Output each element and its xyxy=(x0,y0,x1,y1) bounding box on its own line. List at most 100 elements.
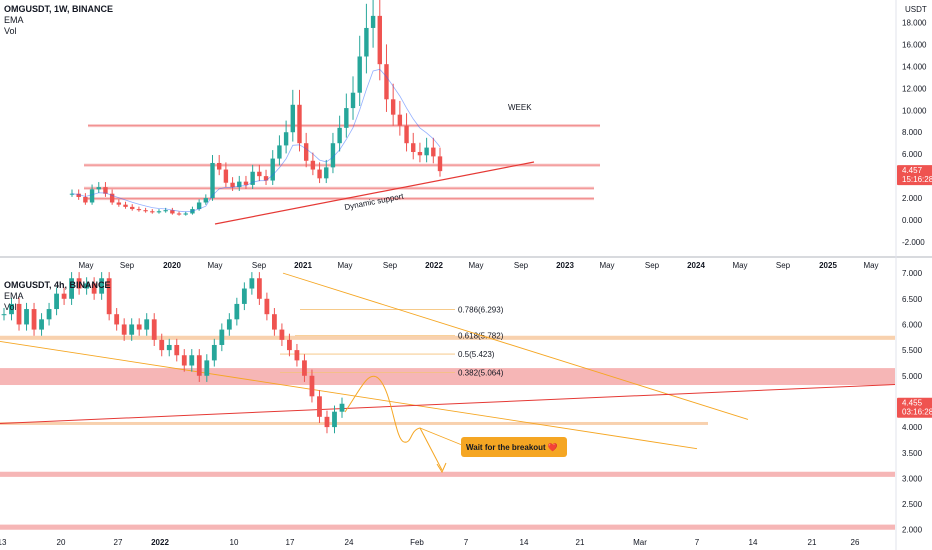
projected-path-arrowhead xyxy=(436,462,447,474)
top-x-tick-label: Sep xyxy=(120,261,135,270)
top-candle-body xyxy=(411,143,416,152)
top-y-tick-label: 8.000 xyxy=(902,128,923,137)
top-candle-body xyxy=(263,176,269,181)
bottom-y-tick-label: 3.500 xyxy=(902,449,923,458)
callout-pointer xyxy=(419,427,463,446)
bottom-y-tick-label: 3.000 xyxy=(902,474,923,483)
top-y-tick-label: 12.000 xyxy=(902,84,927,93)
bottom-candle-body xyxy=(234,303,240,320)
bottom-candle-body xyxy=(144,319,150,330)
top-candle-body xyxy=(257,171,262,177)
bottom-ascending-trendline xyxy=(0,383,896,425)
top-price-tag-value: 4.457 xyxy=(902,166,923,175)
top-candle-body xyxy=(183,213,188,215)
bottom-x-tick-label: 17 xyxy=(286,538,295,547)
bottom-x-tick-label: 24 xyxy=(345,538,354,547)
bottom-legend-symbol: OMGUSDT, 4h, BINANCE xyxy=(4,280,111,290)
bottom-x-tick-label: 14 xyxy=(520,538,529,547)
bottom-candle-body xyxy=(39,319,44,330)
top-candle-body xyxy=(404,125,409,144)
top-candle-body xyxy=(103,187,108,194)
top-candle-body xyxy=(170,210,175,214)
bottom-candle-body xyxy=(91,283,97,294)
top-legend-ema: EMA xyxy=(4,15,24,25)
top-candle-body xyxy=(370,15,376,28)
top-candle-body xyxy=(89,189,95,203)
bottom-candle-body xyxy=(332,411,337,428)
top-candle-body xyxy=(136,209,142,211)
bottom-candle-body xyxy=(76,278,82,289)
bottom-candle-body xyxy=(46,309,52,320)
top-ema-line xyxy=(71,68,441,213)
bottom-candle-body xyxy=(317,396,322,417)
bottom-candle-body xyxy=(241,288,247,304)
bottom-candle-body xyxy=(136,324,142,330)
top-candle-body xyxy=(156,211,162,213)
top-candle-body xyxy=(290,104,295,133)
bottom-price-tag xyxy=(897,397,932,418)
bottom-x-tick-label: 27 xyxy=(114,538,123,547)
bottom-candle-body xyxy=(159,339,165,351)
top-candle-body xyxy=(384,64,389,100)
top-legend-symbol: OMGUSDT, 1W, BINANCE xyxy=(4,4,114,14)
bottom-legend-ema: EMA xyxy=(4,291,24,301)
top-candle-body xyxy=(123,204,128,207)
bottom-descending-trendline-2 xyxy=(282,272,749,420)
top-candle-body xyxy=(377,15,382,65)
bottom-legend-vol: Vol xyxy=(4,302,17,312)
top-candle-body xyxy=(150,211,155,213)
top-candle-body xyxy=(230,182,235,188)
top-candle-body xyxy=(424,147,429,156)
bottom-candle-body xyxy=(287,339,292,351)
bottom-candle-body xyxy=(204,360,210,376)
bottom-zone xyxy=(0,524,895,530)
bottom-y-tick-label: 5.500 xyxy=(902,346,923,355)
breakout-callout-box xyxy=(461,437,567,457)
top-candle-body xyxy=(130,206,135,210)
top-candle-body xyxy=(116,202,122,205)
top-candle-body xyxy=(417,151,423,156)
bottom-y-tick-label: 6.500 xyxy=(902,295,923,304)
top-candle-body xyxy=(69,193,75,195)
top-price-tag xyxy=(897,165,932,186)
top-candle-body xyxy=(431,147,436,157)
top-candle-body xyxy=(303,143,309,161)
bottom-candle-body xyxy=(1,314,7,316)
bottom-zone xyxy=(0,421,708,425)
top-candle-body xyxy=(297,104,302,144)
breakout-callout-text: Wait for the breakout ❤️ xyxy=(466,443,558,452)
top-candle-body xyxy=(283,132,289,146)
top-currency-label: USDT xyxy=(905,5,927,14)
top-x-tick-label: 2025 xyxy=(819,261,837,270)
bottom-candle-body xyxy=(106,278,112,315)
bottom-candle-body xyxy=(189,355,195,366)
top-x-tick-label: 2021 xyxy=(294,261,312,270)
bottom-candle-body xyxy=(16,303,22,325)
bottom-y-tick-label: 6.000 xyxy=(902,320,923,329)
bottom-candle-body xyxy=(294,350,300,361)
bottom-candle-body xyxy=(9,303,14,315)
bottom-y-tick-label: 2.500 xyxy=(902,500,923,509)
top-x-tick-label: May xyxy=(732,261,747,270)
bottom-x-tick-label: 7 xyxy=(695,538,700,547)
bottom-zone xyxy=(0,368,895,386)
top-candle-body xyxy=(210,162,215,199)
top-candle-body xyxy=(364,27,369,57)
top-x-tick-label: May xyxy=(599,261,614,270)
top-candle-body xyxy=(390,99,396,115)
fib-level-label: 0.382(5.064) xyxy=(458,368,504,377)
top-y-tick-label: 18.000 xyxy=(902,18,927,27)
bottom-x-tick-label: 14 xyxy=(749,538,758,547)
top-candle-body xyxy=(196,202,202,210)
top-y-tick-label: 6.000 xyxy=(902,150,923,159)
bottom-x-tick-label: Feb xyxy=(410,538,424,547)
bottom-candle-body xyxy=(99,278,105,294)
bottom-candle-body xyxy=(84,283,90,289)
top-candle-body xyxy=(203,198,209,203)
bottom-candle-body xyxy=(61,293,67,299)
bottom-y-tick-label: 4.000 xyxy=(902,423,923,432)
top-candle-body xyxy=(217,162,222,170)
bottom-candle-body xyxy=(166,344,172,351)
top-candle-body xyxy=(83,196,88,203)
